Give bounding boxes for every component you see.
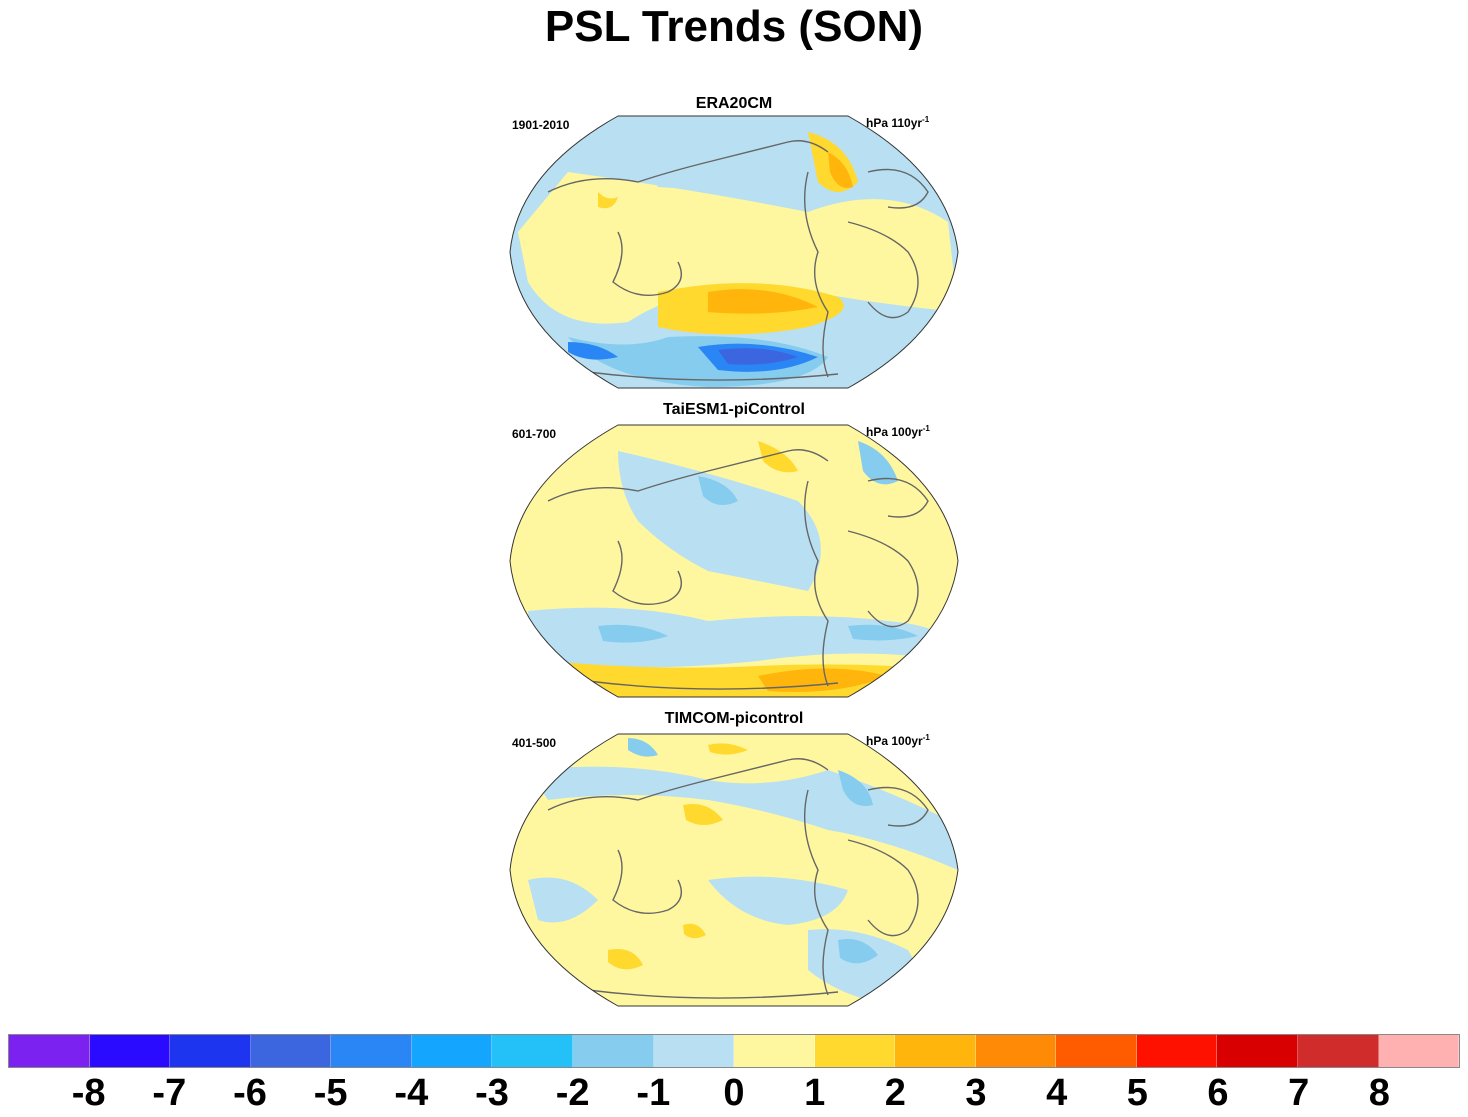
- colorbar-box: [1217, 1035, 1298, 1067]
- panel-3-title: TIMCOM-picontrol: [664, 710, 804, 727]
- colorbar-box: [170, 1035, 251, 1067]
- panel-1-period: 1901-2010: [512, 118, 570, 132]
- colorbar-box: [1056, 1035, 1137, 1067]
- colorbar-tick-label: 0: [723, 1072, 745, 1114]
- colorbar-box: [1136, 1035, 1218, 1067]
- panel-1-map: [509, 115, 959, 389]
- colorbar-tick-label: -8: [71, 1072, 106, 1114]
- colorbar-tick-label: 7: [1288, 1072, 1310, 1114]
- colorbar-box: [895, 1035, 976, 1067]
- colorbar-tick-label: -1: [636, 1072, 671, 1114]
- colorbar-box: [1298, 1035, 1379, 1067]
- colorbar-box: [89, 1035, 171, 1067]
- panel-2-map: [509, 424, 959, 698]
- colorbar-tick-label: -6: [233, 1072, 267, 1114]
- panel-3-units: hPa 100yr-1: [866, 733, 930, 748]
- panel-2-units: hPa 100yr-1: [866, 424, 930, 439]
- colorbar-tick-label: 1: [804, 1072, 826, 1114]
- panel-2-period: 601-700: [512, 427, 557, 441]
- panel-1-title: ERA20CM: [695, 95, 773, 112]
- panel-3-map: [509, 733, 959, 1007]
- colorbar-box: [1378, 1035, 1460, 1067]
- colorbar-box: [975, 1035, 1057, 1067]
- colorbar-box: [331, 1035, 412, 1067]
- colorbar-tick-label: -5: [313, 1072, 348, 1114]
- colorbar-box: [411, 1035, 493, 1067]
- figure-title: PSL Trends (SON): [544, 2, 924, 51]
- colorbar-tick-label: 5: [1126, 1072, 1148, 1114]
- colorbar-box: [814, 1035, 896, 1067]
- colorbar-tick-label: 8: [1368, 1072, 1390, 1114]
- colorbar-box: [250, 1035, 332, 1067]
- colorbar-tick-label: -2: [555, 1072, 590, 1114]
- panel-2-title: TaiESM1-piControl: [663, 401, 805, 418]
- colorbar-box: [9, 1035, 90, 1067]
- colorbar: [8, 1034, 1460, 1068]
- colorbar-tick-label: 2: [884, 1072, 906, 1114]
- colorbar-tick-label: -3: [475, 1072, 509, 1114]
- colorbar-box: [734, 1035, 815, 1067]
- colorbar-tick-label: -4: [394, 1072, 429, 1114]
- panel-3-period: 401-500: [512, 736, 557, 750]
- colorbar-box: [572, 1035, 654, 1067]
- colorbar-tick-label: 6: [1207, 1072, 1229, 1114]
- colorbar-tick-label: -7: [152, 1072, 187, 1114]
- colorbar-tick-label: 4: [1046, 1072, 1068, 1114]
- colorbar-box: [492, 1035, 573, 1067]
- panel-1-units: hPa 110yr-1: [866, 115, 930, 130]
- colorbar-box: [653, 1035, 735, 1067]
- colorbar-tick-label: 3: [965, 1072, 987, 1114]
